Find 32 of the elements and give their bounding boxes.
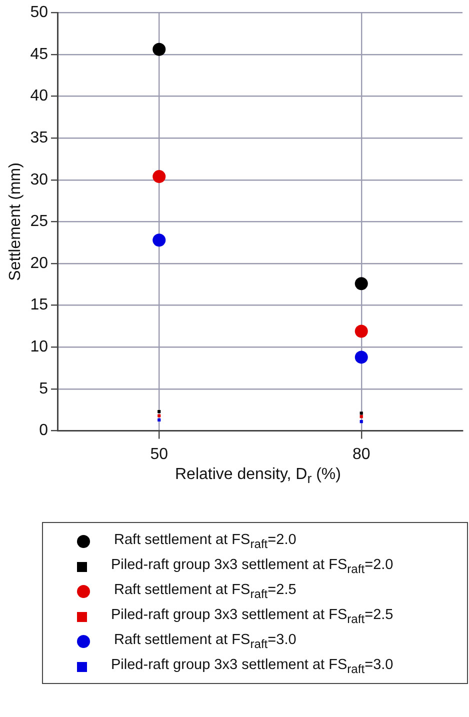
point [354,324,368,338]
y-tick-label: 30 [30,171,48,188]
x-tick-label: 80 [352,446,370,463]
legend-label: Raft settlement at FS$_{raft}$=3.0 [114,632,296,651]
y-tick-label: 45 [30,46,48,63]
y-tick-label: 20 [30,254,48,272]
legend-label: Piled-raft group 3x3 settlement at FS$_{raft}$=3.0 [111,657,394,676]
point [360,412,363,415]
x-axis-title: Relative density, D$_{r}$ (%) [174,466,342,486]
point [152,170,166,184]
legend-label: Raft settlement at FS$_{raft}$=2.0 [114,532,296,551]
y-tick-label: 40 [30,88,48,105]
point [158,410,161,414]
y-tick-label: 35 [30,129,48,146]
point [158,418,161,422]
y-tick-label: 10 [30,338,48,356]
point [360,420,363,424]
y-tick-label: 5 [39,380,48,398]
point [354,350,368,364]
point [354,277,368,290]
y-tick-label: 25 [30,213,48,230]
point [152,234,166,247]
y-axis-title: Settlement (mm) [7,162,24,281]
y-tick-label: 15 [30,296,48,314]
legend-label: Piled-raft group 3x3 settlement at FS$_{raft}$=2.0 [111,557,394,576]
y-tick-label: 50 [30,4,48,22]
y-tick-label: 0 [39,422,48,440]
legend-label: Piled-raft group 3x3 settlement at FS$_{raft}$=2.5 [111,607,394,626]
legend-label: Raft settlement at FS$_{raft}$=2.5 [114,582,296,601]
point [158,414,161,418]
point [360,415,363,418]
point [152,42,166,56]
